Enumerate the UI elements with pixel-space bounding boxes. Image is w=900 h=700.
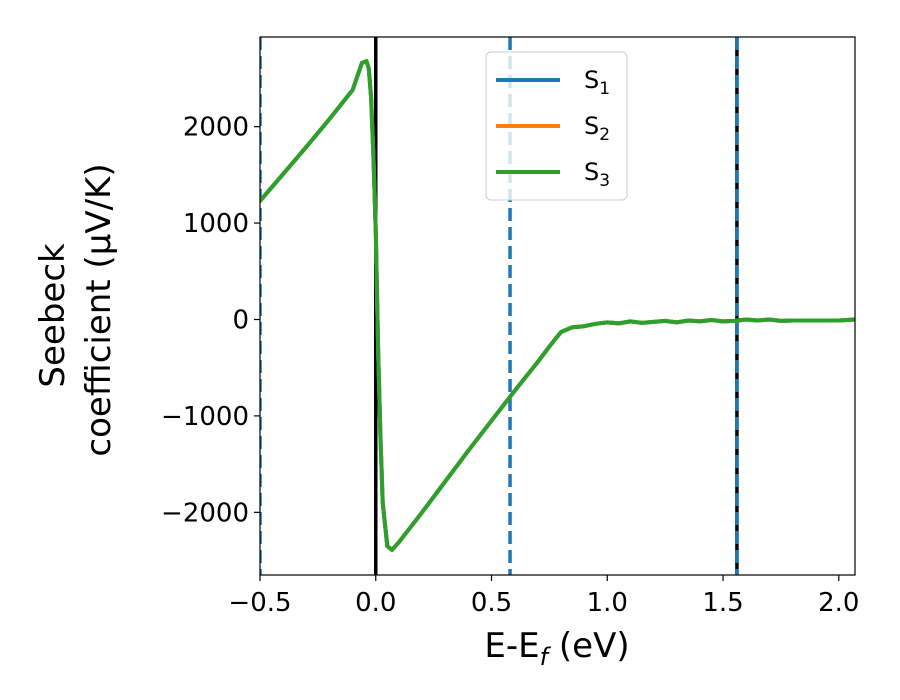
series-line-s3 [260,59,855,552]
x-axis-label-main: E-E [484,626,539,666]
y-tick-label-0: 2000 [183,113,249,143]
legend-label-s2: S2 [584,112,610,145]
x-tick-label-4: 1.5 [702,588,743,618]
x-tick-label-2: 0.5 [471,588,512,618]
legend-label-s3: S3 [584,158,610,191]
x-tick-label-1: 0.0 [355,588,396,618]
x-axis-label: E-Ef (eV) [484,626,629,671]
y-tick-label-3: −1000 [161,402,249,432]
y-axis-label-line1: Seebeck [33,243,73,388]
y-axis-label-line2: coefficient (μV/K) [79,163,119,456]
plot-frame [259,36,856,576]
x-tick-label-3: 1.0 [587,588,628,618]
x-tick-label-0: −0.5 [228,588,291,618]
y-axis-label: Seebeck coefficient (μV/K) [33,163,119,456]
y-tick-label-1: 1000 [183,209,249,239]
y-tick-label-2: 0 [232,305,249,335]
legend-label-s1: S1 [584,66,610,99]
legend: S1 S2 S3 [485,51,628,201]
x-tick-label-5: 2.0 [818,588,859,618]
x-axis-label-unit: (eV) [548,626,630,666]
y-tick-label-4: −2000 [161,498,249,528]
